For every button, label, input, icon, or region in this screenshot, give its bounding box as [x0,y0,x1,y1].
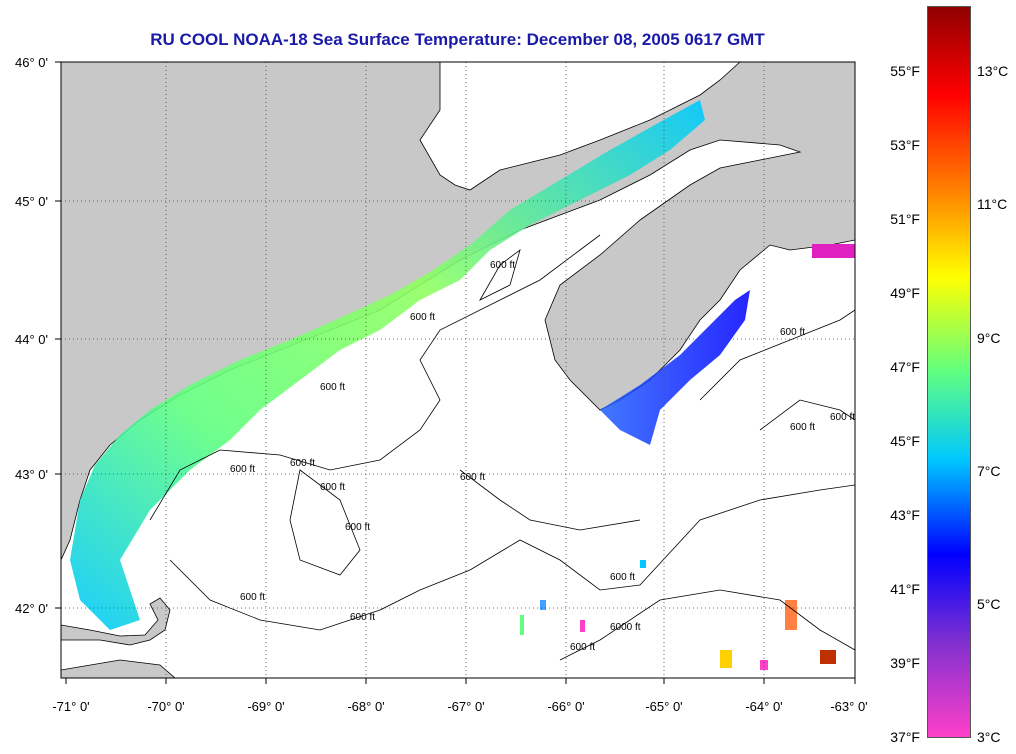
lon-label: -63° 0' [830,699,867,714]
svg-text:600 ft: 600 ft [460,472,485,483]
c-label: 3°C [977,729,1001,745]
f-label: 45°F [890,433,920,449]
f-label: 39°F [890,655,920,671]
svg-text:600 ft: 600 ft [350,612,375,623]
f-label: 37°F [890,729,920,745]
sst-nova-scotia-band [600,290,750,445]
c-label: 5°C [977,596,1001,612]
lon-label: -64° 0' [745,699,782,714]
c-label: 13°C [977,63,1009,79]
svg-text:600 ft: 600 ft [290,458,315,469]
lat-label: 42° 0' [15,601,48,616]
f-label: 47°F [890,359,920,375]
svg-text:600 ft: 600 ft [345,522,370,533]
land-south-shore [61,659,176,678]
map-frame [60,61,856,679]
lon-label: -68° 0' [347,699,384,714]
axis-ticks [55,61,856,684]
lon-label: -67° 0' [447,699,484,714]
svg-text:600 ft: 600 ft [790,422,815,433]
lon-label: -65° 0' [645,699,682,714]
svg-text:600 ft: 600 ft [780,327,805,338]
f-label: 49°F [890,285,920,301]
svg-text:600 ft: 600 ft [490,260,515,271]
svg-text:600 ft: 600 ft [230,464,255,475]
c-label: 9°C [977,330,1001,346]
lat-label: 46° 0' [15,55,48,70]
temperature-colorbar [927,6,971,738]
svg-text:6000 ft: 6000 ft [610,622,641,633]
svg-text:600 ft: 600 ft [570,642,595,653]
svg-text:600 ft: 600 ft [830,412,855,423]
lon-label: -70° 0' [147,699,184,714]
lat-label: 43° 0' [15,467,48,482]
longitude-labels: -71° 0' -70° 0' -69° 0' -68° 0' -67° 0' … [52,699,867,714]
lat-label: 45° 0' [15,194,48,209]
f-label: 55°F [890,63,920,79]
c-label: 11°C [977,196,1008,212]
lat-label: 44° 0' [15,332,48,347]
latitude-labels: 46° 0' 45° 0' 44° 0' 43° 0' 42° 0' [15,55,48,616]
sst-coastal-band [70,100,705,630]
bathymetry-contours [149,234,855,661]
lon-label: -66° 0' [547,699,584,714]
graticule [61,62,855,678]
map-title: RU COOL NOAA-18 Sea Surface Temperature:… [150,30,765,49]
f-label: 43°F [890,507,920,523]
svg-text:600 ft: 600 ft [240,592,265,603]
contour-labels: 600 ft 600 ft 600 ft 600 ft 600 ft 600 f… [230,260,855,653]
lon-label: -71° 0' [52,699,89,714]
svg-text:600 ft: 600 ft [410,312,435,323]
lon-label: -69° 0' [247,699,284,714]
sst-warm-patch-ne [812,244,855,258]
c-label: 7°C [977,463,1001,479]
f-label: 51°F [890,211,920,227]
svg-text:600 ft: 600 ft [320,382,345,393]
f-label: 41°F [890,581,920,597]
svg-text:600 ft: 600 ft [320,482,345,493]
land-cape-cod [61,597,171,646]
f-label: 53°F [890,137,920,153]
svg-text:600 ft: 600 ft [610,572,635,583]
sst-offshore-speckle [520,560,836,670]
